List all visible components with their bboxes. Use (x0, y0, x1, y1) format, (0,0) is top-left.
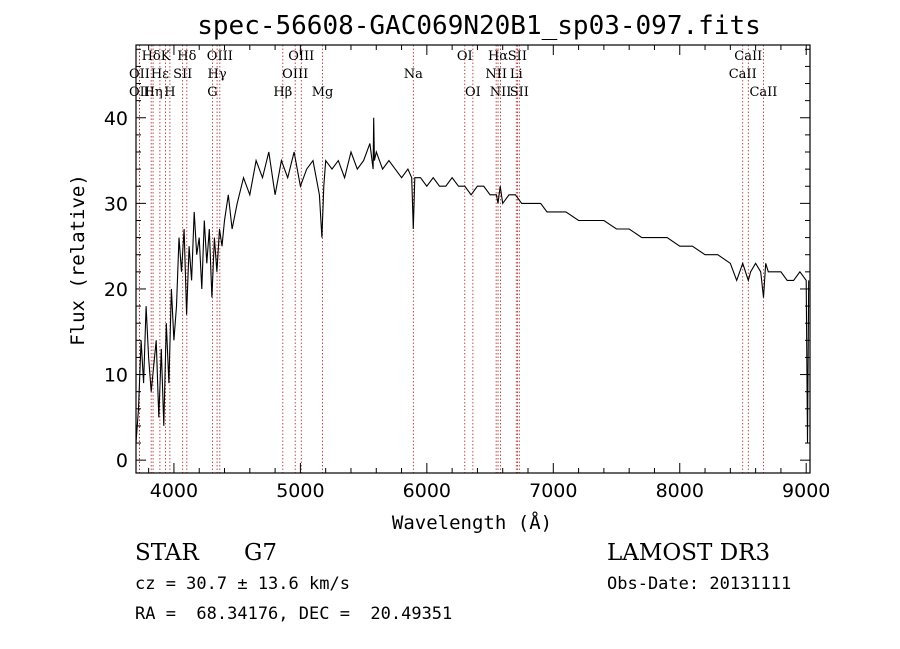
x-axis-ticks: 4000 5000 6000 7000 8000 9000 (148, 45, 830, 502)
line-label-4: OIII (288, 49, 314, 64)
line-label-6: Hα (488, 49, 508, 64)
line-label-3: OIII (207, 49, 233, 64)
line-label-0: Hδ (142, 49, 161, 64)
spectral-line-markers (139, 45, 764, 473)
line-label-15: Li (510, 67, 523, 82)
line-label-10: Hε (151, 67, 169, 82)
line-label-17: OII (129, 85, 150, 100)
x-axis-label: Wavelength (Å) (392, 511, 552, 534)
line-label-1: K (161, 49, 171, 64)
plot-frame (135, 44, 811, 474)
line-label-12: Hγ (208, 67, 227, 82)
y-tick-label: 30 (104, 193, 128, 215)
line-label-22: Mg (312, 85, 334, 100)
line-label-24: OI (465, 85, 481, 100)
y-tick-label: 10 (104, 365, 128, 387)
x-tick-label: 6000 (403, 480, 451, 502)
line-label-11: SII (173, 67, 192, 82)
chart-title: spec-56608-GAC069N20B1_sp03-097.fits (197, 11, 761, 41)
line-label-27: CaII (749, 85, 777, 100)
line-label-25: NII (490, 85, 512, 100)
redshift-readout: cz = 30.7 ± 13.6 km/s (135, 574, 350, 594)
y-tick-label: 0 (116, 450, 128, 472)
line-label-5: OI (457, 49, 473, 64)
spectrum-line (135, 117, 810, 444)
x-tick-label: 9000 (782, 480, 830, 502)
line-label-18: Hη (144, 85, 163, 100)
x-tick-label: 8000 (656, 480, 704, 502)
line-label-23: Na (404, 67, 423, 82)
line-label-2: Hδ (177, 49, 196, 64)
line-label-13: OIII (282, 67, 308, 82)
y-tick-label: 40 (104, 108, 128, 130)
obs-date: Obs-Date: 20131111 (607, 574, 792, 594)
line-label-8: CaII (734, 49, 762, 64)
x-tick-label: 5000 (276, 480, 324, 502)
line-label-20: G (207, 85, 217, 100)
line-label-19: H (164, 85, 175, 100)
line-label-7: SII (508, 49, 527, 64)
line-label-26: SII (510, 85, 529, 100)
line-label-14: NII (485, 67, 507, 82)
survey-name: LAMOST DR3 (607, 540, 771, 566)
x-tick-label: 7000 (529, 480, 577, 502)
x-tick-label: 4000 (150, 480, 198, 502)
line-label-9: OII (129, 67, 150, 82)
y-axis-label: Flux (relative) (67, 174, 89, 346)
spectral-subclass: G7 (244, 540, 278, 566)
coordinates-readout: RA = 68.34176, DEC = 20.49351 (135, 604, 453, 624)
y-axis-ticks: 0 10 20 30 40 (104, 48, 810, 472)
object-class: STAR (135, 540, 199, 566)
line-label-21: Hβ (273, 85, 292, 100)
line-label-16: CaII (729, 67, 757, 82)
y-tick-label: 20 (104, 279, 128, 301)
